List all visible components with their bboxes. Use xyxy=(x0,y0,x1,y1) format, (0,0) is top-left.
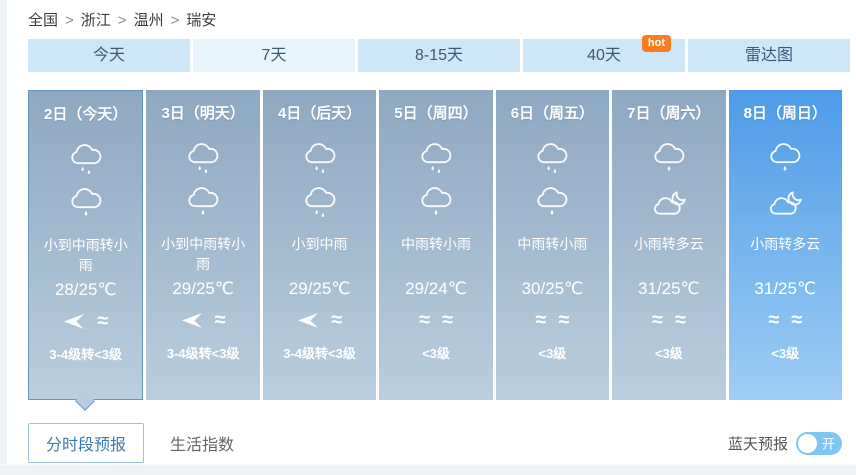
forecast-day-column-6[interactable]: 7日（周六） 小雨转多云 31/25℃ ≈ ≈ <3级 xyxy=(612,90,726,400)
day-label: 7日（周六） xyxy=(627,105,711,122)
weather-text: 中雨转小雨 xyxy=(517,236,588,252)
wind-calm-icon: ≈ xyxy=(331,308,343,331)
wind-calm-icon: ≈ xyxy=(558,308,570,331)
rain-light-icon xyxy=(183,182,223,222)
toggle-knob-icon xyxy=(798,433,817,453)
wind-calm-icon: ≈ xyxy=(791,308,803,331)
wind-level: <3级 xyxy=(538,346,567,361)
wind-level: 3-4级转<3级 xyxy=(283,346,356,361)
forecast-day-column-5[interactable]: 6日（周五） 中雨转小雨 30/25℃ ≈ ≈ <3级 xyxy=(495,90,610,400)
wind-level: <3级 xyxy=(422,346,450,361)
seven-day-forecast: 2日（今天） 小到中雨转小雨 28/25℃ ≈ 3-4级转<3级 3日（明天） xyxy=(28,90,842,411)
wind-icons: ≈ xyxy=(63,310,108,332)
breadcrumb-separator: > xyxy=(117,12,127,29)
wind-icons: ≈ ≈ xyxy=(652,309,686,331)
day-label: 6日（周五） xyxy=(510,105,595,122)
rain-moderate-icon xyxy=(300,182,340,222)
blue-sky-forecast-label: 蓝天预报 xyxy=(727,435,788,453)
wind-calm-icon: ≈ xyxy=(535,308,547,331)
wind-calm-icon: ≈ xyxy=(418,308,430,331)
rain-light-icon xyxy=(532,182,572,222)
rain-light-icon xyxy=(649,138,689,178)
wind-level: <3级 xyxy=(654,346,683,361)
bottom-bar: 分时段预报 生活指数 蓝天预报 开 xyxy=(28,423,842,463)
weather-text: 小到中雨转小雨 xyxy=(161,236,246,272)
temperature: 29/25℃ xyxy=(172,279,234,298)
tab-40day[interactable]: 40天 hot xyxy=(523,35,685,72)
forecast-day-column-1[interactable]: 2日（今天） 小到中雨转小雨 28/25℃ ≈ 3-4级转<3级 xyxy=(28,90,144,400)
forecast-day-column-7[interactable]: 8日（周日） 小雨转多云 31/25℃ ≈ ≈ <3级 xyxy=(728,90,842,400)
wind-arrow-left-icon xyxy=(297,312,319,329)
weather-text: 小到中雨 xyxy=(291,236,348,252)
temperature: 31/25℃ xyxy=(638,279,700,298)
forecast-day-column-3[interactable]: 4日（后天） 小到中雨 29/25℃ ≈ 3-4级转<3级 xyxy=(262,90,377,400)
wind-level: <3级 xyxy=(771,346,800,361)
day-label: 2日（今天） xyxy=(44,106,128,123)
wind-calm-icon: ≈ xyxy=(214,308,226,331)
temperature: 28/25℃ xyxy=(54,280,117,299)
day-label: 4日（后天） xyxy=(277,105,362,122)
wind-icons: ≈ ≈ xyxy=(419,309,453,331)
breadcrumb-separator: > xyxy=(65,12,74,29)
weather-text: 小到中雨转小雨 xyxy=(43,237,128,273)
wind-arrow-left-icon xyxy=(181,312,203,329)
cloud-moon-icon xyxy=(649,182,689,222)
weather-text: 小雨转多云 xyxy=(633,236,704,252)
wind-calm-icon: ≈ xyxy=(441,308,453,331)
wind-calm-icon: ≈ xyxy=(674,308,686,331)
rain-moderate-icon xyxy=(66,139,106,179)
rain-light-icon xyxy=(416,182,456,222)
rain-moderate-icon xyxy=(416,138,456,178)
weather-text: 中雨转小雨 xyxy=(400,236,471,252)
cloud-moon-icon xyxy=(765,182,805,222)
blue-sky-toggle[interactable]: 开 xyxy=(796,431,842,455)
toggle-state-label: 开 xyxy=(821,436,835,452)
day-label: 5日（周四） xyxy=(394,105,478,122)
tab-7day[interactable]: 7天 xyxy=(193,39,355,72)
wind-calm-icon: ≈ xyxy=(768,308,780,331)
wind-level: 3-4级转<3级 xyxy=(49,347,123,362)
wind-icons: ≈ xyxy=(297,309,342,331)
hourly-forecast-button[interactable]: 分时段预报 xyxy=(28,423,145,463)
breadcrumb: 全国 > 浙江 > 温州 > 瑞安 xyxy=(28,0,850,30)
rain-moderate-icon xyxy=(183,138,223,178)
wind-icons: ≈ ≈ xyxy=(535,309,569,331)
day-label: 3日（明天） xyxy=(161,105,245,122)
temperature: 29/25℃ xyxy=(288,279,351,298)
wind-arrow-left-icon xyxy=(63,313,85,330)
breadcrumb-separator: > xyxy=(170,12,180,29)
rain-moderate-icon xyxy=(532,138,572,178)
day-label: 8日（周日） xyxy=(743,105,827,122)
wind-icons: ≈ xyxy=(181,309,226,331)
temperature: 31/25℃ xyxy=(754,279,817,298)
wind-calm-icon: ≈ xyxy=(651,308,663,331)
hot-badge: hot xyxy=(641,35,671,53)
temperature: 29/24℃ xyxy=(405,279,467,298)
temperature: 30/25℃ xyxy=(521,279,584,298)
tab-radar[interactable]: 雷达图 xyxy=(688,39,850,72)
breadcrumb-city[interactable]: 温州 xyxy=(133,12,164,29)
forecast-day-column-4[interactable]: 5日（周四） 中雨转小雨 29/24℃ ≈ ≈ <3级 xyxy=(379,90,493,400)
breadcrumb-national[interactable]: 全国 xyxy=(28,12,59,29)
life-index-tab[interactable]: 生活指数 xyxy=(170,437,235,454)
wind-level: 3-4级转<3级 xyxy=(166,346,240,361)
tab-8-15day[interactable]: 8-15天 xyxy=(358,39,520,72)
rain-light-icon xyxy=(66,183,106,223)
forecast-tabbar: 今天 7天 8-15天 40天 hot 雷达图 xyxy=(28,35,850,72)
tab-today[interactable]: 今天 xyxy=(28,39,190,72)
page-left-gutter xyxy=(0,0,7,475)
forecast-day-column-2[interactable]: 3日（明天） 小到中雨转小雨 29/25℃ ≈ 3-4级转<3级 xyxy=(146,90,260,400)
page-bottom-divider xyxy=(0,464,856,475)
rain-light-icon xyxy=(765,138,805,178)
rain-moderate-icon xyxy=(300,138,340,178)
breadcrumb-province[interactable]: 浙江 xyxy=(80,12,111,29)
weather-text: 小雨转多云 xyxy=(750,236,821,252)
wind-icons: ≈ ≈ xyxy=(768,309,802,331)
wind-calm-icon: ≈ xyxy=(97,309,109,332)
breadcrumb-current: 瑞安 xyxy=(186,12,217,29)
